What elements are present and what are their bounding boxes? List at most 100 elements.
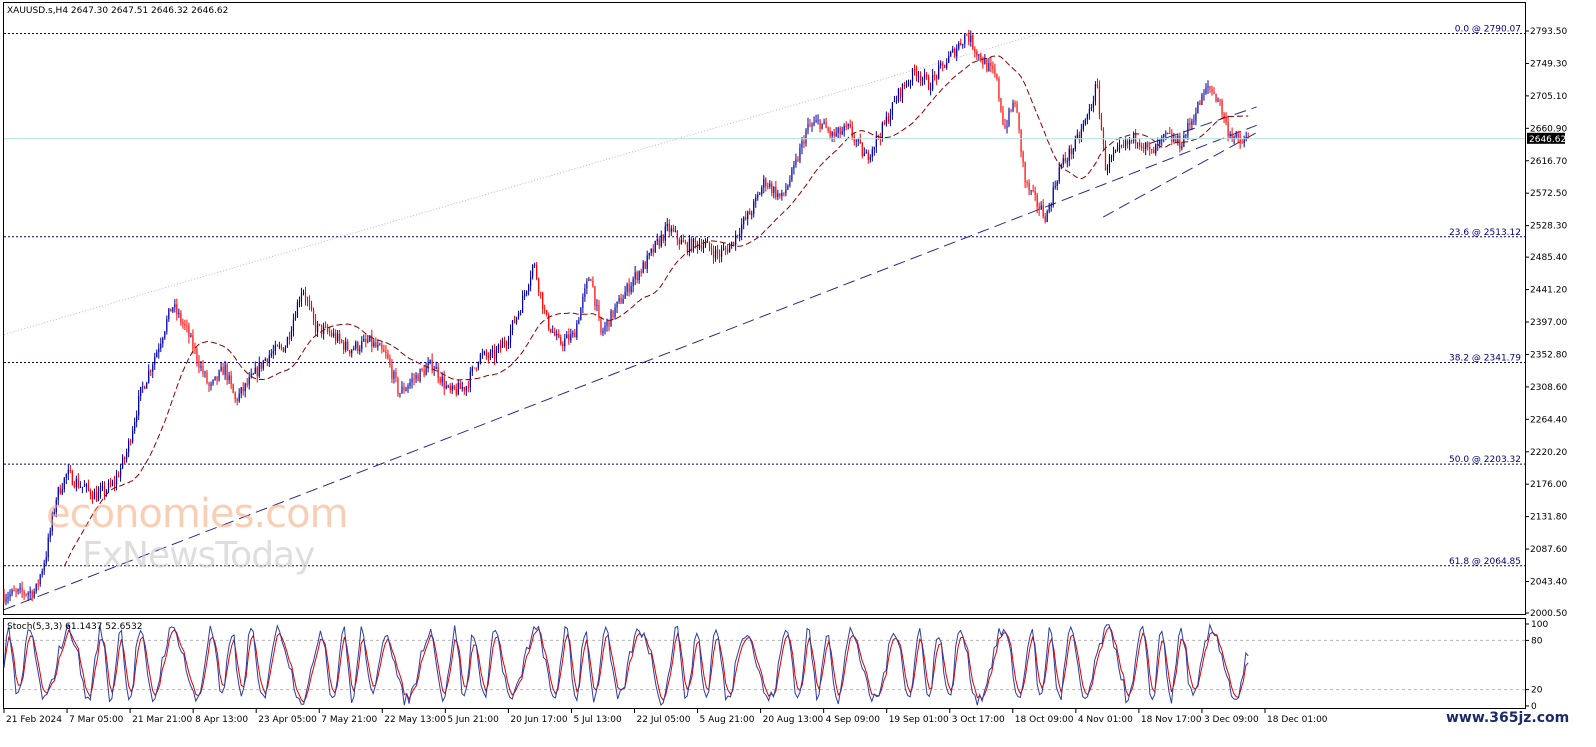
candle-body (596, 304, 598, 306)
candle-body (564, 338, 566, 346)
candle-body (146, 382, 148, 389)
candle-body (700, 244, 703, 249)
candle-body (986, 59, 988, 71)
candle-body (652, 248, 654, 253)
candle-body (423, 369, 425, 376)
candle-body (622, 298, 624, 304)
candle-body (427, 363, 429, 368)
candle-body (1235, 134, 1237, 137)
price-tick-label: 2131.80 (1530, 513, 1567, 523)
candle-body (644, 262, 646, 269)
candle-body (467, 386, 469, 388)
candle-body (158, 348, 160, 353)
candle-body (803, 140, 805, 144)
candle-body (580, 307, 582, 321)
candle-body (130, 440, 132, 442)
candle-body (670, 228, 672, 232)
candle-body (636, 272, 638, 281)
candle-body (5, 598, 7, 602)
stoch-signal-line (3, 626, 1249, 703)
current-price-text: 2646.62 (1529, 135, 1566, 145)
candle-body (821, 123, 823, 129)
candle-body (59, 487, 61, 494)
candle-body (1108, 157, 1111, 168)
candle-body (15, 591, 17, 592)
time-tick-label: 19 Sep 01:00 (889, 715, 949, 725)
candle-body (1018, 112, 1020, 130)
candle-body (801, 140, 803, 148)
candle-body (99, 488, 102, 493)
candle-body (825, 122, 827, 129)
candle-body (439, 378, 441, 383)
candle-body (1044, 216, 1046, 222)
candle-body (992, 65, 994, 70)
candle-body (272, 351, 274, 354)
candle-body (787, 185, 789, 190)
candle-body (266, 358, 268, 363)
candle-body (729, 245, 731, 253)
candle-body (278, 346, 280, 347)
candle-body (132, 430, 134, 442)
candle-body (45, 557, 47, 564)
stoch-tick-label: 0 (1531, 702, 1537, 712)
candle-body (1014, 102, 1016, 104)
candle-body (71, 471, 73, 486)
candle-body (373, 342, 375, 347)
trendlines (3, 33, 1257, 611)
candle-body (89, 489, 92, 496)
candle-body (282, 347, 284, 352)
candle-body (714, 249, 717, 258)
candle-body (351, 349, 353, 354)
candle-body (716, 249, 719, 254)
candle-body (505, 344, 508, 345)
candle-body (634, 272, 636, 280)
candle-body (417, 374, 419, 382)
candle-body (781, 192, 783, 196)
candle-body (628, 284, 630, 293)
candle-body (932, 74, 934, 89)
candle-body (288, 337, 291, 339)
candle-body (570, 334, 572, 341)
candle-body (310, 305, 313, 310)
candle-body (879, 137, 881, 139)
candle-body (576, 323, 578, 338)
price-axis: 2793.50 2749.30 2705.10 2660.90 2616.70 2572.… (1525, 27, 1567, 619)
fib-label: 61.8 @ 2064.85 (1449, 557, 1521, 567)
candle-body (292, 319, 295, 332)
candle-body (1143, 147, 1145, 149)
candle-body (17, 589, 19, 592)
candle-body (234, 392, 236, 399)
candle-body (1086, 114, 1088, 120)
candle-body (335, 333, 337, 342)
candle-body (600, 317, 602, 333)
candle-body (998, 78, 1000, 99)
candle-body (755, 197, 757, 202)
candle-body (594, 286, 596, 306)
candle-body (704, 242, 707, 246)
trendline-dashed (3, 124, 1257, 611)
candle-body (1243, 139, 1245, 144)
stoch-tick-label: 100 (1531, 620, 1548, 630)
watermark: economies.com FxNewsToday (46, 491, 349, 576)
candle-body (936, 75, 938, 79)
candle-body (214, 376, 216, 380)
candle-body (246, 383, 248, 385)
candle-body (1179, 135, 1181, 149)
candle-body (274, 345, 276, 352)
candle-body (873, 146, 875, 150)
candle-body (1221, 100, 1223, 115)
candle-body (148, 370, 150, 383)
candle-body (807, 124, 809, 131)
candle-body (662, 234, 664, 241)
candle-body (624, 291, 626, 299)
candle-body (1187, 123, 1189, 136)
candle-body (499, 344, 502, 348)
candle-body (1000, 98, 1002, 111)
candle-body (93, 491, 96, 500)
candle-body (1052, 187, 1054, 206)
candle-body (298, 301, 301, 303)
candle-body (1223, 114, 1225, 118)
candle-body (371, 335, 373, 347)
